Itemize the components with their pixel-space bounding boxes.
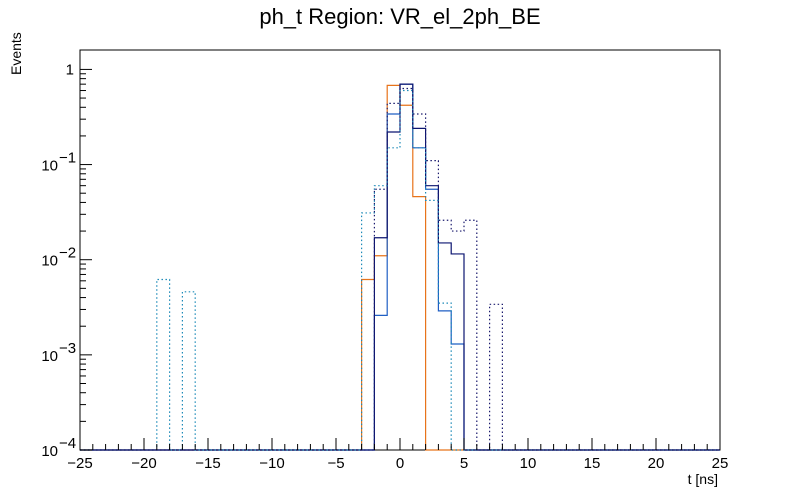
y-tick-label: 10 bbox=[41, 348, 58, 365]
x-tick-label: −10 bbox=[259, 455, 284, 472]
y-tick-exponent: −3 bbox=[59, 340, 76, 357]
y-tick-label: 10 bbox=[41, 253, 58, 270]
axis-layer: −25 −20 −15 −10 −5 0 5 10 15 20 2510−410−310−210−1… bbox=[41, 61, 728, 472]
histogram-series-1 bbox=[80, 84, 720, 451]
x-tick-label: −25 bbox=[67, 455, 92, 472]
x-tick-label: −15 bbox=[195, 455, 220, 472]
x-tick-label: 25 bbox=[712, 455, 729, 472]
y-tick-label: 10 bbox=[41, 443, 58, 460]
y-tick-exponent: −1 bbox=[59, 150, 76, 167]
x-tick-label: 20 bbox=[648, 455, 665, 472]
chart-title: ph_t Region: VR_el_2ph_BE bbox=[259, 4, 541, 29]
x-tick-label: 5 bbox=[460, 455, 468, 472]
x-axis-label: t [ns] bbox=[687, 471, 718, 487]
y-tick-label: 10 bbox=[41, 158, 58, 175]
x-tick-label: 15 bbox=[584, 455, 601, 472]
histogram-series-4 bbox=[80, 89, 720, 451]
series-layer bbox=[80, 83, 720, 451]
x-tick-label: 10 bbox=[520, 455, 537, 472]
x-tick-label: 0 bbox=[396, 455, 404, 472]
y-tick-exponent: −4 bbox=[59, 435, 76, 452]
y-tick-label: 1 bbox=[66, 61, 74, 78]
x-tick-label: −20 bbox=[131, 455, 156, 472]
y-tick-exponent: −2 bbox=[59, 245, 76, 262]
x-tick-label: −5 bbox=[327, 455, 344, 472]
